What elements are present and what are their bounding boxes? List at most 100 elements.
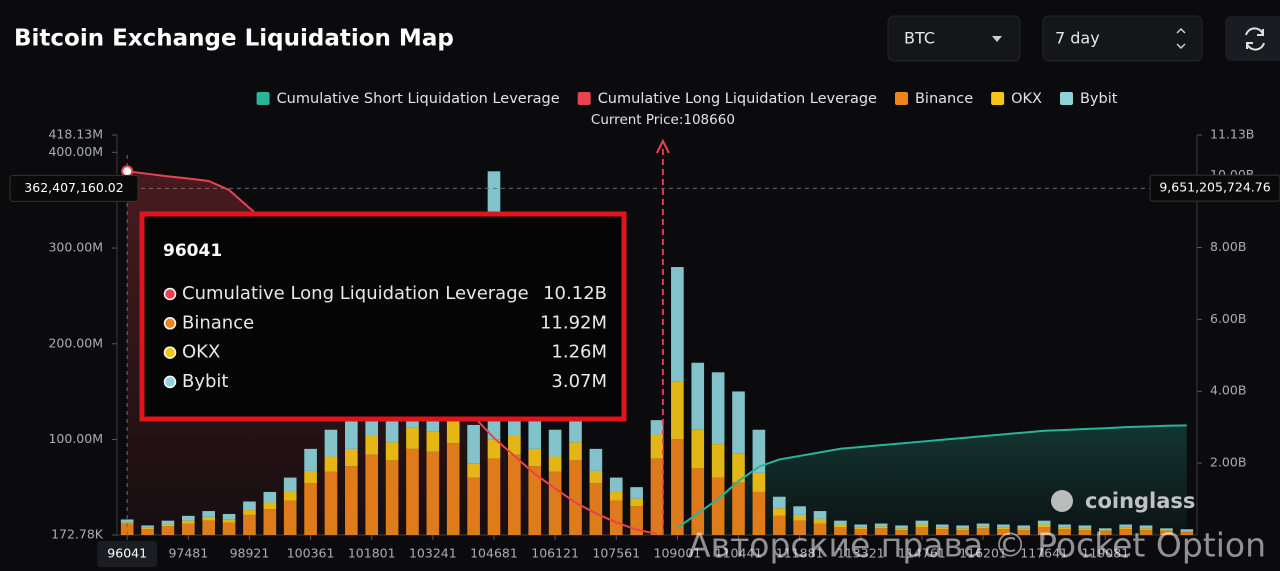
bar-segment: [589, 483, 603, 535]
tooltip-value: 10.12B: [543, 283, 607, 304]
bar-segment: [834, 524, 847, 528]
bar-segment: [345, 466, 358, 535]
period-select-label[interactable]: 7 day: [1055, 29, 1100, 48]
bar-segment: [589, 470, 603, 484]
tooltip-dot: [163, 317, 177, 330]
bar-segment: [1058, 527, 1071, 530]
bar-segment: [508, 435, 521, 455]
bar-segment: [711, 372, 725, 445]
x-tick-label: 114761: [898, 546, 946, 561]
crosshair-y-box: [9, 174, 139, 202]
bar-segment: [997, 527, 1010, 530]
bar-segment: [304, 470, 317, 484]
bar-segment: [182, 523, 195, 535]
bar-segment: [467, 477, 480, 535]
bar-segment: [1078, 530, 1092, 535]
bar-segment: [650, 458, 664, 535]
bar-segment: [650, 434, 664, 459]
bar-segment: [772, 515, 786, 535]
bar-segment: [691, 362, 705, 430]
bar-segment: [1098, 528, 1112, 531]
bar-segment: [263, 502, 277, 510]
line: [676, 424, 1187, 529]
period-select[interactable]: [1042, 15, 1203, 62]
bar-segment: [671, 267, 684, 382]
bar-segment: [243, 510, 256, 515]
tooltip-value: 3.07M: [551, 371, 607, 392]
crosshair-y2-box: [1149, 174, 1280, 202]
x-tick-label: 110441: [715, 546, 763, 561]
legend-swatch: [256, 92, 270, 105]
bar-segment: [202, 520, 216, 535]
x-tick-label: 117641: [1020, 546, 1068, 561]
bar-segment: [874, 528, 888, 535]
bar-segment: [793, 506, 806, 515]
refresh-button[interactable]: [1225, 16, 1280, 61]
dropdown-icon: [992, 36, 1002, 42]
bar-segment: [1180, 532, 1194, 535]
bar-segment: [467, 424, 480, 464]
bar-segment: [283, 477, 297, 492]
tooltip-name: OKX: [182, 342, 220, 363]
coinglass-logo: [1051, 490, 1073, 512]
bar-segment: [161, 526, 175, 535]
bar-segment: [1180, 531, 1194, 533]
bar-segment: [446, 420, 460, 444]
bar-segment: [1017, 528, 1031, 531]
x-tick-label: 97481: [168, 546, 208, 561]
tooltip-name: Cumulative Long Liquidation Leverage: [182, 283, 529, 304]
bar-segment: [630, 498, 643, 507]
tooltip-value: 1.26M: [551, 342, 607, 363]
symbol-select-label[interactable]: BTC: [904, 29, 935, 48]
bar-segment: [548, 471, 562, 535]
bar-segment: [895, 528, 908, 531]
bar-segment: [732, 482, 745, 535]
bar-segment: [1017, 525, 1031, 529]
stepper-icon: [1176, 27, 1186, 50]
bar-segment: [141, 529, 154, 535]
bar-segment: [1160, 531, 1173, 535]
legend-swatch: [894, 92, 908, 105]
tooltip-name: Binance: [182, 312, 254, 333]
bar-segment: [609, 500, 623, 535]
bar-segment: [874, 526, 888, 529]
bar-segment: [365, 435, 379, 455]
x-tick-label: 113321: [837, 546, 885, 561]
x-tick-label: 109001: [654, 546, 702, 561]
x-tick-label: 106121: [531, 546, 579, 561]
x-tick-label: 103241: [409, 546, 457, 561]
bar-segment: [222, 522, 236, 535]
x-tick-label: 116201: [959, 546, 1007, 561]
symbol-select[interactable]: [887, 15, 1021, 62]
bar-segment: [956, 530, 969, 535]
bar-segment: [915, 527, 929, 535]
current-price-label: Current Price:108660: [591, 112, 735, 128]
tooltip-title: 96041: [163, 241, 222, 261]
bar-segment: [182, 520, 195, 524]
coinglass-watermark: coinglass: [1085, 489, 1195, 513]
bar-segment: [935, 524, 949, 528]
bar-segment: [691, 429, 705, 469]
bar-segment: [1119, 527, 1132, 530]
bar-segment: [324, 429, 338, 457]
y-tick-label: 300.00M: [48, 240, 103, 255]
bar-segment: [915, 520, 929, 525]
bar-segment: [120, 523, 134, 535]
bar-segment: [202, 516, 216, 521]
bar-segment: [1180, 529, 1194, 532]
bar-segment: [548, 456, 562, 472]
bar-segment: [161, 524, 175, 527]
bar-segment: [813, 523, 827, 535]
bar-segment: [976, 528, 990, 535]
bar-segment: [1139, 528, 1153, 531]
bar-segment: [630, 487, 643, 499]
bar-segment: [1037, 520, 1051, 525]
bar-segment: [997, 524, 1010, 528]
bar-segment: [426, 431, 440, 452]
y-tick-label: 418.13M: [48, 127, 103, 142]
bar-segment: [528, 448, 542, 467]
bar-segment: [752, 491, 766, 535]
bar-segment: [671, 439, 684, 535]
bar-segment: [426, 451, 440, 535]
